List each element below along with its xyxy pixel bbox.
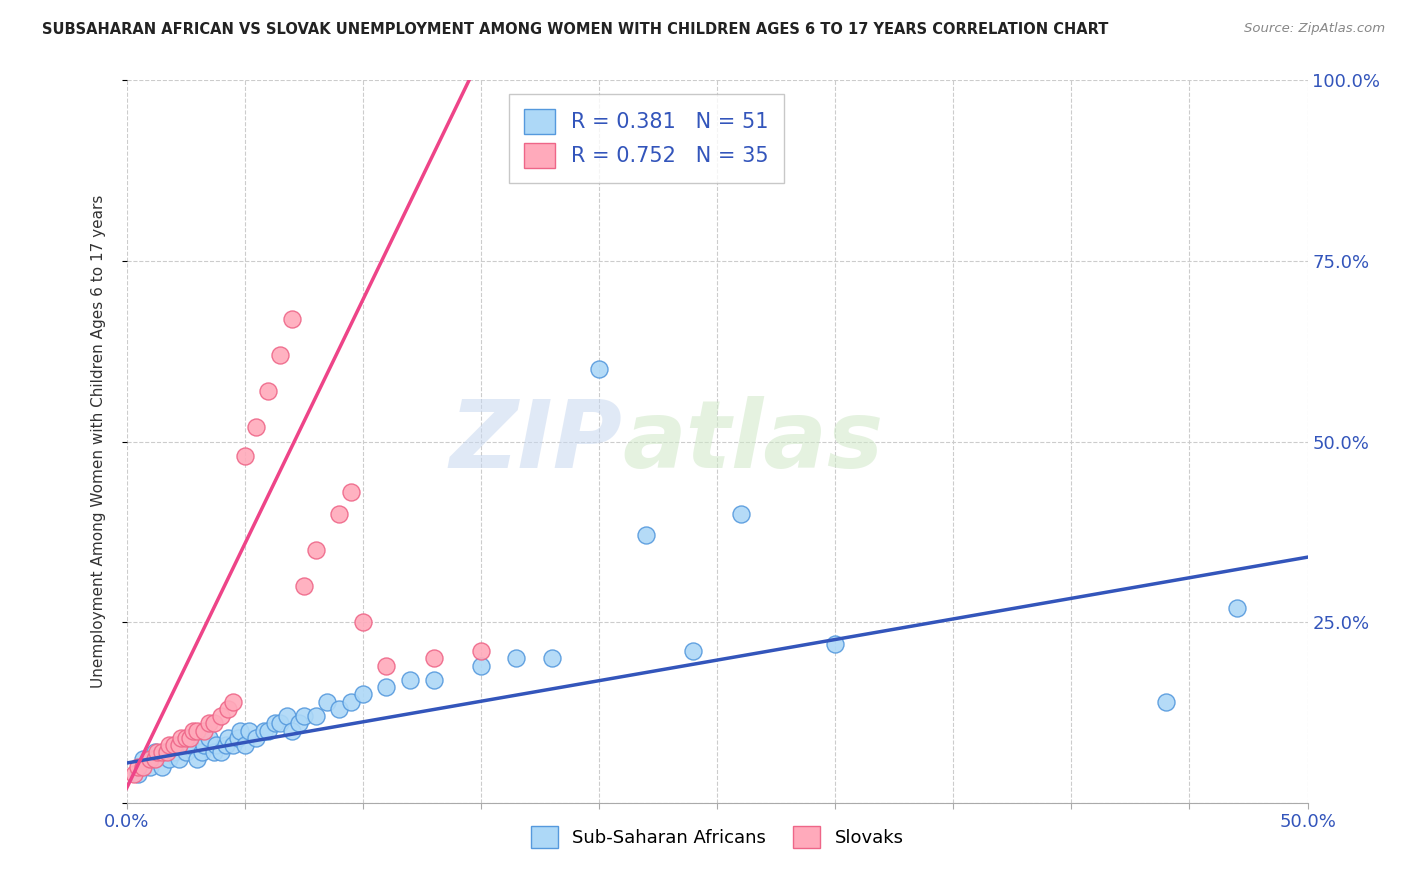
Point <box>505 651 527 665</box>
Point <box>146 745 169 759</box>
Point <box>167 738 190 752</box>
Point <box>217 702 239 716</box>
Point <box>1154 695 1177 709</box>
Point <box>375 658 398 673</box>
Point <box>139 760 162 774</box>
Point <box>143 752 166 766</box>
Point <box>229 723 252 738</box>
Point <box>245 731 267 745</box>
Point <box>238 723 260 738</box>
Point <box>340 485 363 500</box>
Point <box>179 731 201 745</box>
Point <box>143 745 166 759</box>
Point <box>281 311 304 326</box>
Point <box>127 767 149 781</box>
Text: SUBSAHARAN AFRICAN VS SLOVAK UNEMPLOYMENT AMONG WOMEN WITH CHILDREN AGES 6 TO 17: SUBSAHARAN AFRICAN VS SLOVAK UNEMPLOYMEN… <box>42 22 1108 37</box>
Point <box>157 738 180 752</box>
Point <box>245 420 267 434</box>
Point <box>226 731 249 745</box>
Point <box>352 615 374 630</box>
Point <box>186 723 208 738</box>
Point <box>1226 600 1249 615</box>
Point <box>215 738 238 752</box>
Point <box>193 723 215 738</box>
Point <box>170 731 193 745</box>
Point <box>470 658 492 673</box>
Point <box>198 731 221 745</box>
Point <box>292 709 315 723</box>
Point <box>222 738 245 752</box>
Point <box>399 673 422 687</box>
Point <box>191 745 214 759</box>
Point <box>132 760 155 774</box>
Point <box>352 687 374 701</box>
Point <box>422 673 444 687</box>
Point <box>163 745 186 759</box>
Point <box>163 738 186 752</box>
Point <box>636 528 658 542</box>
Point <box>304 542 326 557</box>
Point <box>257 723 280 738</box>
Point <box>217 731 239 745</box>
Point <box>470 644 492 658</box>
Text: atlas: atlas <box>623 395 884 488</box>
Point <box>174 731 197 745</box>
Point <box>276 709 298 723</box>
Point <box>264 716 287 731</box>
Point <box>316 695 339 709</box>
Point <box>269 348 291 362</box>
Point <box>139 752 162 766</box>
Point <box>328 702 350 716</box>
Point <box>127 760 149 774</box>
Point <box>205 738 228 752</box>
Point <box>824 637 846 651</box>
Point <box>181 723 204 738</box>
Point <box>588 362 610 376</box>
Point <box>340 695 363 709</box>
Point <box>198 716 221 731</box>
Point <box>222 695 245 709</box>
Point <box>150 760 173 774</box>
Point <box>157 752 180 766</box>
Point <box>122 767 145 781</box>
Point <box>730 507 752 521</box>
Legend: Sub-Saharan Africans, Slovaks: Sub-Saharan Africans, Slovaks <box>523 819 911 855</box>
Point <box>186 752 208 766</box>
Point <box>375 680 398 694</box>
Point <box>422 651 444 665</box>
Point <box>156 745 179 759</box>
Point <box>292 579 315 593</box>
Point <box>252 723 274 738</box>
Point <box>150 745 173 759</box>
Text: ZIP: ZIP <box>450 395 623 488</box>
Point <box>209 745 232 759</box>
Point <box>281 723 304 738</box>
Point <box>202 745 225 759</box>
Point <box>193 738 215 752</box>
Point <box>269 716 291 731</box>
Point <box>288 716 311 731</box>
Text: Source: ZipAtlas.com: Source: ZipAtlas.com <box>1244 22 1385 36</box>
Point <box>328 507 350 521</box>
Point <box>167 752 190 766</box>
Point <box>132 752 155 766</box>
Y-axis label: Unemployment Among Women with Children Ages 6 to 17 years: Unemployment Among Women with Children A… <box>91 194 105 689</box>
Point <box>304 709 326 723</box>
Point <box>202 716 225 731</box>
Point <box>257 384 280 398</box>
Point <box>540 651 562 665</box>
Point <box>233 738 256 752</box>
Point <box>179 738 201 752</box>
Point <box>174 745 197 759</box>
Point <box>682 644 704 658</box>
Point <box>209 709 232 723</box>
Point <box>233 449 256 463</box>
